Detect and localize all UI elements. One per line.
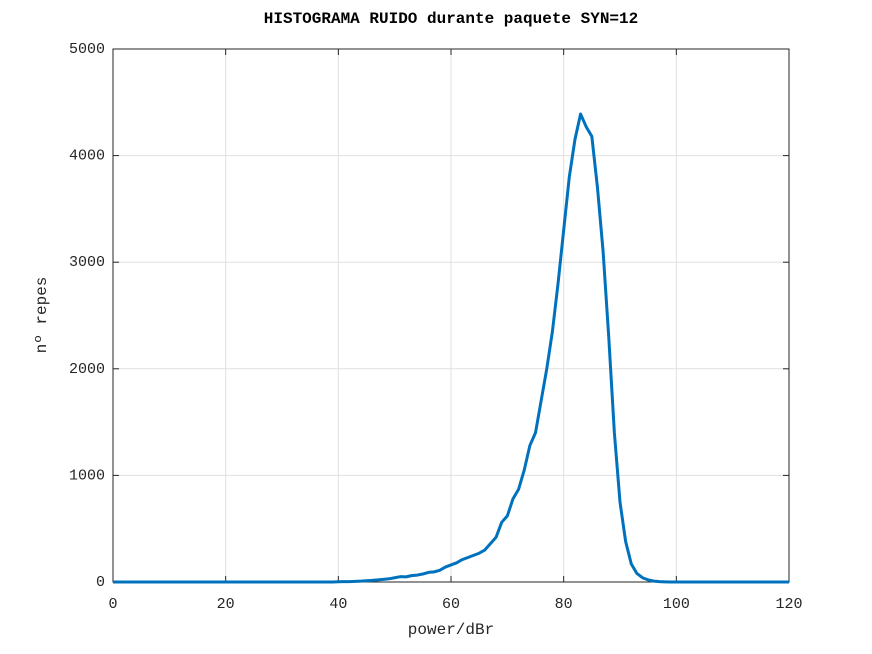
y-tick-label: 1000: [69, 467, 105, 484]
x-tick-label: 80: [555, 596, 573, 613]
x-tick-label: 60: [442, 596, 460, 613]
y-tick-label: 3000: [69, 254, 105, 271]
x-tick-label: 0: [108, 596, 117, 613]
y-tick-label: 4000: [69, 148, 105, 165]
y-tick-label: 5000: [69, 41, 105, 58]
y-axis-label: nº repes: [33, 277, 51, 354]
x-tick-label: 120: [775, 596, 802, 613]
x-tick-label: 40: [329, 596, 347, 613]
chart-title: HISTOGRAMA RUIDO durante paquete SYN=12: [264, 10, 638, 28]
plot-frame: [112, 48, 790, 583]
x-tick-label: 100: [663, 596, 690, 613]
x-tick-label: 20: [217, 596, 235, 613]
y-tick-label: 2000: [69, 361, 105, 378]
x-axis-label: power/dBr: [408, 621, 494, 639]
data-line: [113, 112, 789, 584]
y-tick-label: 0: [96, 574, 105, 591]
